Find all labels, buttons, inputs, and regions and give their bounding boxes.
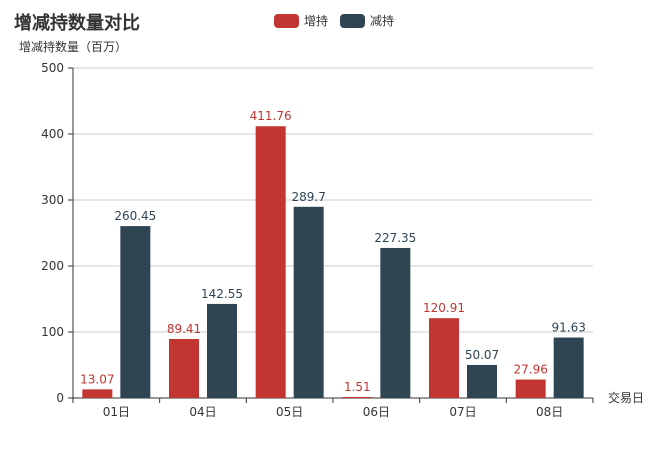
y-tick-label: 0	[56, 391, 64, 405]
data-label: 120.91	[423, 301, 465, 315]
y-tick-label: 200	[41, 259, 64, 273]
x-tick-label: 01日	[103, 405, 130, 419]
y-tick-label: 400	[41, 127, 64, 141]
data-label: 27.96	[513, 363, 547, 377]
y-tick-label: 300	[41, 193, 64, 207]
data-label: 91.63	[551, 321, 585, 335]
legend-label-decrease: 减持	[370, 14, 395, 28]
legend-label-increase: 增持	[304, 14, 329, 28]
bar-increase	[429, 318, 459, 398]
data-label: 289.7	[291, 190, 325, 204]
data-label: 1.51	[344, 380, 371, 394]
x-tick-label: 07日	[449, 405, 476, 419]
legend-item-decrease[interactable]: 减持	[340, 12, 394, 29]
bar-decrease	[120, 226, 151, 398]
y-tick-label: 500	[41, 61, 64, 75]
bar-decrease	[207, 303, 237, 398]
legend: 增持 减持	[274, 12, 394, 29]
bar-decrease	[553, 337, 584, 398]
bar-increase	[169, 338, 199, 398]
bar-decrease	[293, 206, 324, 398]
legend-swatch-increase	[274, 13, 299, 28]
chart-title: 增减持数量对比	[14, 13, 140, 34]
data-label: 227.35	[374, 231, 416, 245]
bar-increase	[342, 397, 373, 398]
bar-decrease	[380, 247, 411, 398]
data-label: 260.45	[114, 209, 156, 223]
bar-increase	[515, 379, 546, 398]
data-label: 411.76	[250, 109, 292, 123]
x-tick-label: 05日	[276, 405, 303, 419]
legend-item-increase[interactable]: 增持	[274, 12, 328, 29]
bar-increase	[82, 389, 113, 398]
data-label: 50.07	[465, 348, 499, 362]
x-tick-label: 08日	[536, 405, 563, 419]
y-axis-label: 增减持数量（百万）	[19, 39, 127, 54]
data-label: 89.41	[167, 322, 201, 336]
bar-increase	[255, 126, 286, 398]
legend-swatch-decrease	[340, 13, 366, 28]
y-tick-label: 100	[41, 325, 64, 339]
bar-decrease	[467, 364, 497, 398]
x-axis-label: 交易日	[608, 390, 644, 405]
data-label: 142.55	[201, 287, 243, 301]
x-tick-label: 06日	[363, 405, 390, 419]
x-tick-label: 04日	[189, 405, 216, 419]
data-label: 13.07	[80, 372, 114, 386]
